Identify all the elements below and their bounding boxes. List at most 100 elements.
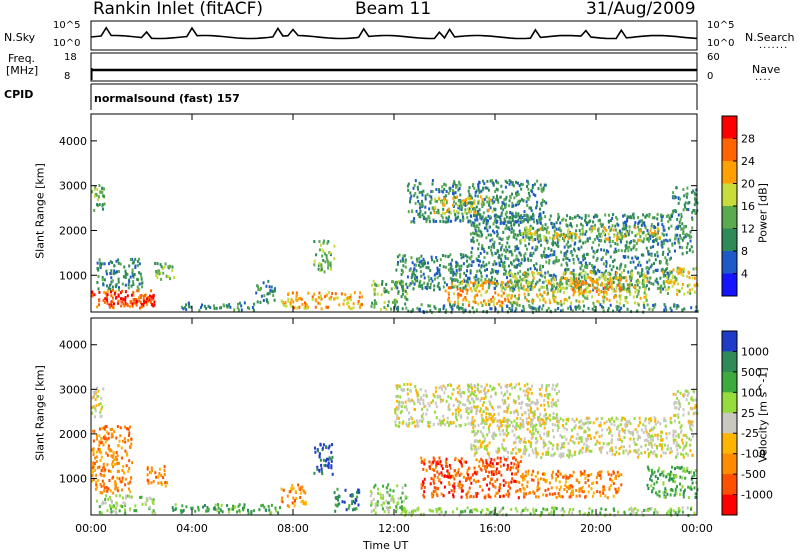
data-cell <box>502 418 505 422</box>
data-cell <box>155 475 158 479</box>
data-cell <box>491 388 494 392</box>
data-cell <box>655 277 658 281</box>
data-cell <box>114 271 117 275</box>
data-cell <box>152 501 155 505</box>
data-cell <box>509 301 512 305</box>
data-cell <box>407 182 410 186</box>
data-cell <box>533 285 536 289</box>
data-cell <box>609 303 612 307</box>
data-cell <box>527 187 530 191</box>
data-cell <box>411 209 414 213</box>
data-cell <box>459 219 462 223</box>
data-cell <box>671 211 674 215</box>
data-cell <box>608 225 611 229</box>
data-cell <box>466 265 469 269</box>
data-cell <box>598 218 601 222</box>
data-cell <box>493 245 496 249</box>
data-cell <box>493 413 496 416</box>
data-cell <box>507 257 509 261</box>
data-cell <box>525 235 528 239</box>
data-cell <box>418 281 421 285</box>
data-cell <box>596 248 599 252</box>
data-cell <box>317 295 320 299</box>
data-cell <box>481 421 484 424</box>
data-cell <box>150 471 152 475</box>
data-cell <box>260 294 263 298</box>
data-cell <box>98 203 101 207</box>
data-cell <box>564 254 567 258</box>
data-cell <box>585 281 588 285</box>
data-cell <box>562 258 565 262</box>
data-cell <box>306 306 308 310</box>
data-cell <box>220 503 223 507</box>
data-cell <box>508 182 511 186</box>
data-cell <box>620 287 623 291</box>
data-cell <box>519 264 522 267</box>
data-cell <box>400 500 403 504</box>
data-cell <box>553 229 556 233</box>
data-cell <box>237 308 240 312</box>
data-cell <box>457 410 460 414</box>
data-cell <box>529 430 532 434</box>
data-cell <box>130 442 133 446</box>
data-cell <box>435 416 438 420</box>
data-cell <box>387 492 390 496</box>
data-cell <box>503 265 506 268</box>
data-cell <box>597 268 599 272</box>
data-cell <box>590 437 592 441</box>
data-cell <box>487 412 490 416</box>
data-cell <box>531 428 534 432</box>
data-cell <box>452 190 455 194</box>
data-cell <box>570 282 573 286</box>
data-cell <box>580 245 583 249</box>
data-cell <box>523 450 526 454</box>
data-cell <box>251 306 254 309</box>
data-cell <box>476 269 479 273</box>
data-cell <box>555 243 558 247</box>
data-cell <box>564 251 567 255</box>
data-cell <box>94 456 97 460</box>
data-cell <box>467 388 470 392</box>
data-cell <box>581 291 584 294</box>
data-cell <box>555 255 558 259</box>
data-cell <box>494 391 497 395</box>
data-cell <box>533 307 536 310</box>
data-cell <box>690 190 693 194</box>
data-cell <box>292 300 295 304</box>
data-cell <box>520 286 523 290</box>
data-cell <box>588 276 591 280</box>
data-cell <box>569 438 572 442</box>
data-cell <box>319 302 322 306</box>
data-cell <box>425 394 428 398</box>
data-cell <box>471 260 474 264</box>
data-cell <box>108 283 111 287</box>
data-cell <box>93 208 96 212</box>
data-cell <box>481 282 484 286</box>
colorbar-swatch <box>722 251 737 274</box>
data-cell <box>669 256 672 260</box>
data-cell <box>625 224 628 228</box>
data-cell <box>568 284 571 287</box>
data-cell <box>510 301 513 305</box>
data-cell <box>117 444 119 448</box>
data-cell <box>300 487 303 491</box>
data-cell <box>492 222 495 226</box>
data-cell <box>472 444 475 448</box>
data-cell <box>406 496 409 500</box>
data-cell <box>295 295 298 299</box>
data-cell <box>587 214 590 218</box>
data-cell <box>314 450 317 454</box>
data-cell <box>612 309 615 313</box>
data-cell <box>132 283 135 286</box>
data-cell <box>585 277 588 281</box>
data-cell <box>475 284 478 288</box>
data-cell <box>510 309 513 313</box>
data-cell <box>672 431 675 435</box>
data-cell <box>475 439 478 443</box>
data-cell <box>662 239 665 243</box>
data-cell <box>520 278 523 282</box>
data-cell <box>689 230 692 234</box>
data-cell <box>493 231 496 235</box>
data-cell <box>138 271 141 275</box>
data-cell <box>520 437 523 441</box>
